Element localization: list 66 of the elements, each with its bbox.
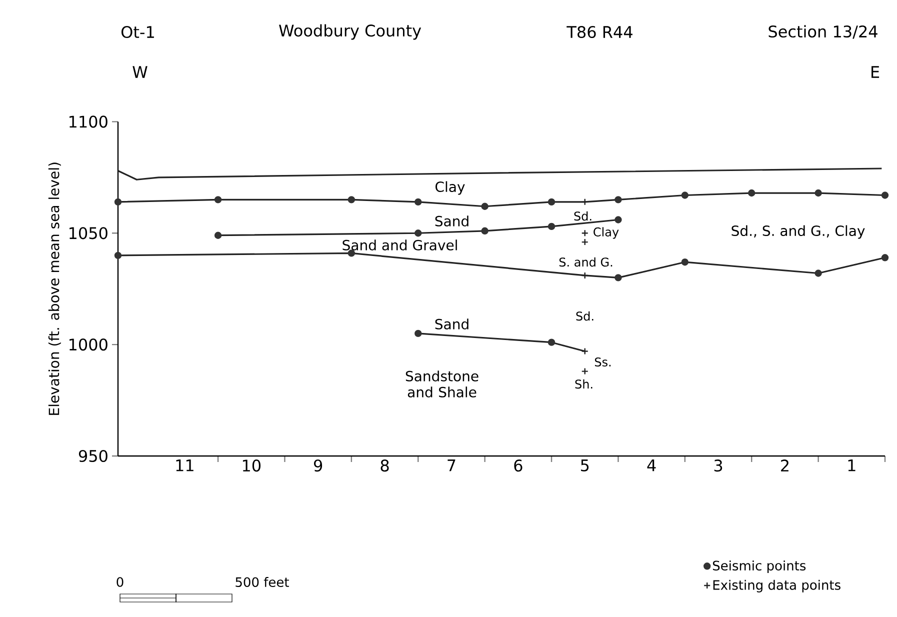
point xyxy=(414,330,422,338)
annotation: Ss. xyxy=(594,357,611,367)
annotation: Sd. xyxy=(574,211,592,221)
point xyxy=(548,222,556,230)
x-tick-label: 10 xyxy=(242,460,261,472)
point xyxy=(481,202,488,210)
point xyxy=(581,238,588,246)
x-tick-label: 1 xyxy=(848,460,856,472)
point xyxy=(414,198,422,206)
point xyxy=(581,230,588,237)
line-series xyxy=(117,168,882,180)
point xyxy=(614,274,622,282)
point xyxy=(414,230,422,237)
point xyxy=(348,196,356,204)
point xyxy=(681,258,689,266)
point xyxy=(114,198,122,206)
x-tick-label: 3 xyxy=(714,460,722,472)
point xyxy=(881,192,889,199)
y-tick-label: 950 xyxy=(78,450,108,462)
point xyxy=(214,232,222,239)
y-axis-title: Elevation (ft. above mean sea level) xyxy=(48,162,61,415)
point xyxy=(581,368,588,375)
annotation: Sand xyxy=(435,318,468,330)
annotation: Clay xyxy=(594,227,619,239)
point xyxy=(881,254,889,262)
y-tick-label: 1050 xyxy=(70,227,108,240)
x-tick-label: 9 xyxy=(314,460,322,472)
point xyxy=(548,198,556,206)
text: Section 13/24 xyxy=(768,25,878,39)
text: 0 xyxy=(116,577,124,587)
x-tick-label: 5 xyxy=(581,460,589,472)
x-tick-label: 11 xyxy=(176,460,194,472)
point xyxy=(614,216,622,224)
annotation: Clay xyxy=(436,181,465,195)
text: 500 feet xyxy=(236,576,289,588)
point xyxy=(114,252,122,260)
annotation: Sd. xyxy=(576,311,594,321)
point xyxy=(681,192,689,199)
annotation: S. and G. xyxy=(559,257,612,267)
point xyxy=(581,272,588,280)
x-tick-label: 6 xyxy=(514,460,522,472)
legend-label: Existing data points xyxy=(713,580,840,592)
text: Woodbury County xyxy=(279,24,422,40)
annotation: Sd., S. and G., Clay xyxy=(732,225,865,239)
point xyxy=(214,196,222,204)
annotation: Sh. xyxy=(575,379,592,389)
y-tick-label: 1100 xyxy=(70,116,108,128)
point xyxy=(481,227,488,234)
text: E xyxy=(872,66,880,78)
annotation: Sandstone and Shale xyxy=(406,370,478,398)
annotation: Sand and Gravel xyxy=(342,240,457,250)
point xyxy=(614,196,622,204)
point xyxy=(814,189,822,197)
point xyxy=(748,189,756,197)
annotation: Sand xyxy=(435,216,468,226)
y-tick-label: 1000 xyxy=(70,338,108,351)
legend-label: Seismic points xyxy=(712,560,806,574)
chart-title: Ot-1 xyxy=(121,26,154,38)
x-tick-label: 7 xyxy=(448,460,456,472)
point xyxy=(548,338,556,346)
x-tick-label: 4 xyxy=(647,460,656,472)
point xyxy=(814,270,822,277)
x-tick-label: 2 xyxy=(781,460,788,472)
text: W xyxy=(132,66,148,78)
x-tick-label: 8 xyxy=(380,460,389,472)
text: T86 R44 xyxy=(566,26,632,38)
